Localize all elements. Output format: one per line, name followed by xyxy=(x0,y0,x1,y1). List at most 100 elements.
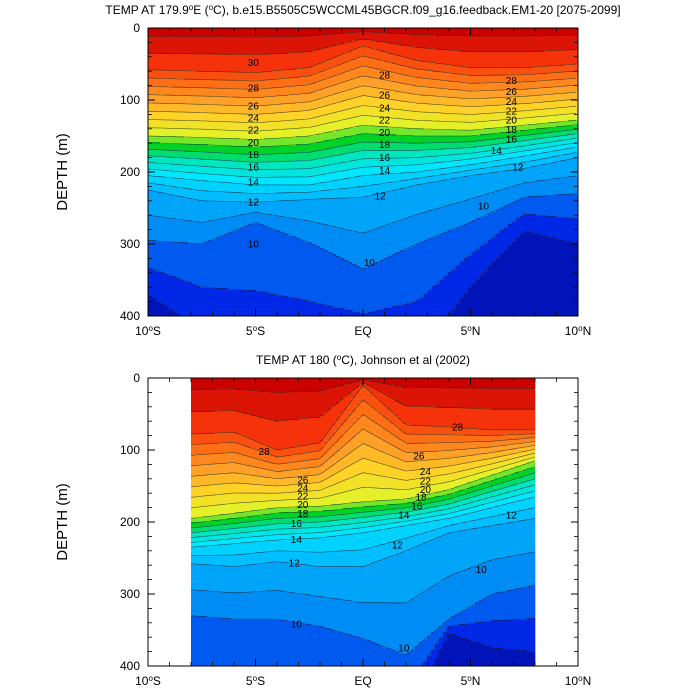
contour-cell xyxy=(152,68,157,71)
contour-cell xyxy=(208,142,213,145)
contour-cell xyxy=(152,216,157,219)
contour-cell xyxy=(272,272,277,275)
contour-cell xyxy=(276,278,281,281)
contour-cell xyxy=(216,54,221,57)
contour-cell xyxy=(180,134,185,137)
contour-cell xyxy=(160,48,165,51)
contour-cell xyxy=(148,66,153,69)
contour-cell xyxy=(244,226,249,229)
contour-cell xyxy=(152,34,157,37)
contour-cell xyxy=(244,98,249,101)
contour-cell xyxy=(228,98,233,101)
contour-cell xyxy=(276,132,281,135)
contour-cell xyxy=(276,44,281,47)
contour-cell xyxy=(236,236,241,239)
contour-cell xyxy=(200,176,205,179)
contour-cell xyxy=(236,46,241,49)
contour-cell xyxy=(180,46,185,49)
contour-cell xyxy=(272,306,277,309)
contour-cell xyxy=(164,38,169,41)
contour-cell xyxy=(228,36,233,39)
contour-cell xyxy=(228,308,233,311)
contour-cell xyxy=(244,146,249,149)
contour-cell xyxy=(224,136,229,139)
contour-cell xyxy=(280,124,285,127)
contour-cell xyxy=(160,226,165,229)
contour-cell xyxy=(184,176,189,179)
contour-cell xyxy=(188,126,193,129)
contour-cell xyxy=(208,68,213,71)
contour-cell xyxy=(148,80,153,83)
contour-cell xyxy=(164,46,169,49)
contour-cell xyxy=(252,134,257,137)
contour-cell xyxy=(248,34,253,37)
contour-cell xyxy=(208,306,213,309)
contour-cell xyxy=(164,282,169,285)
contour-cell xyxy=(276,226,281,229)
contour-cell xyxy=(224,146,229,149)
contour-cell xyxy=(220,164,225,167)
contour-cell xyxy=(248,280,253,283)
contour-cell xyxy=(216,182,221,185)
contour-cell xyxy=(228,282,233,285)
contour-cell xyxy=(244,152,249,155)
contour-cell xyxy=(244,302,249,305)
contour-cell xyxy=(184,188,189,191)
contour-cell xyxy=(192,296,197,299)
contour-cell xyxy=(252,116,257,119)
contour-cell xyxy=(152,46,157,49)
contour-cell xyxy=(284,30,289,33)
contour-cell xyxy=(212,80,217,83)
contour-cell xyxy=(156,266,161,269)
contour-cell xyxy=(260,80,265,83)
contour-cell xyxy=(180,174,185,177)
contour-cell xyxy=(160,254,165,257)
contour-cell xyxy=(204,122,209,125)
contour-cell xyxy=(156,44,161,47)
contour-cell xyxy=(268,280,273,283)
contour-cell xyxy=(172,84,177,87)
contour-cell xyxy=(164,58,169,61)
contour-cell xyxy=(212,266,217,269)
contour-cell xyxy=(256,42,261,45)
contour-cell xyxy=(188,190,193,193)
contour-cell xyxy=(156,158,161,161)
contour-cell xyxy=(192,66,197,69)
contour-cell xyxy=(264,72,269,75)
contour-cell xyxy=(176,62,181,65)
contour-cell xyxy=(180,172,185,175)
contour-cell xyxy=(224,272,229,275)
contour-cell xyxy=(220,74,225,77)
contour-cell xyxy=(228,298,233,301)
contour-cell xyxy=(172,250,177,253)
contour-cell xyxy=(272,104,277,107)
contour-cell xyxy=(208,30,213,33)
contour-cell xyxy=(248,308,253,311)
contour-cell xyxy=(256,80,261,83)
contour-cell xyxy=(164,204,169,207)
contour-cell xyxy=(192,34,197,37)
contour-cell xyxy=(264,188,269,191)
contour-cell xyxy=(188,294,193,297)
contour-cell xyxy=(256,238,261,241)
contour-cell xyxy=(184,180,189,183)
contour-cell xyxy=(232,170,237,173)
contour-cell xyxy=(204,292,209,295)
contour-cell xyxy=(252,106,257,109)
contour-cell xyxy=(280,112,285,115)
contour-cell xyxy=(232,56,237,59)
contour-cell xyxy=(264,182,269,185)
contour-cell xyxy=(244,278,249,281)
contour-cell xyxy=(204,188,209,191)
contour-cell xyxy=(160,32,165,35)
contour-cell xyxy=(272,270,277,273)
contour-cell xyxy=(212,236,217,239)
contour-cell xyxy=(248,202,253,205)
contour-cell xyxy=(152,214,157,217)
contour-cell xyxy=(172,82,177,85)
contour-cell xyxy=(240,122,245,125)
contour-cell xyxy=(192,134,197,137)
contour-cell xyxy=(188,152,193,155)
contour-cell xyxy=(184,34,189,37)
contour-cell xyxy=(276,274,281,277)
